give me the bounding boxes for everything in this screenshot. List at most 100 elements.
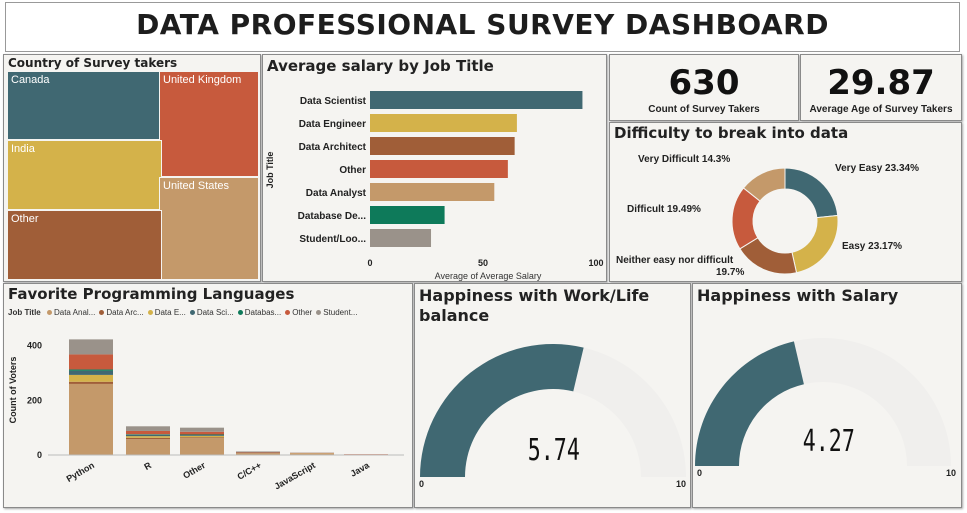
- languages-stacked-chart: Python R Other C/C++ JavaScript Java 400 200 0 Co…: [8, 339, 404, 491]
- language-bar-segment: [126, 436, 170, 438]
- language-x-label: JavaScript: [273, 460, 317, 491]
- salary-bar: [370, 183, 495, 201]
- gauge-fill: [695, 341, 804, 466]
- salary-category-label: Data Analyst: [306, 188, 367, 199]
- work-life-title: Happiness with Work/Life balance: [419, 286, 649, 326]
- kpi-age-card: 29.87 Average Age of Survey Takers: [800, 54, 962, 121]
- languages-title: Favorite Programming Languages: [8, 285, 295, 303]
- difficulty-donut-panel[interactable]: Difficulty to break into data Very Diffi…: [609, 122, 962, 282]
- country-treemap-panel[interactable]: Country of Survey takers Canada United K…: [3, 54, 261, 282]
- language-y-tick: 200: [27, 395, 42, 405]
- salary-x-tick: 0: [367, 258, 372, 268]
- salary-x-axis-label: Average of Average Salary: [435, 271, 542, 281]
- donut-slice: [791, 214, 839, 274]
- treemap-cell-canada[interactable]: Canada: [7, 71, 162, 140]
- salary-gauge-max: 10: [946, 468, 957, 478]
- salary-gauge-panel[interactable]: Happiness with Salary 4.27 0 10: [692, 283, 962, 508]
- language-bar-segment: [69, 370, 113, 375]
- language-bar-segment: [180, 437, 224, 439]
- country-treemap-title: Country of Survey takers: [8, 56, 178, 70]
- language-bar-segment: [180, 435, 224, 436]
- salary-category-label: Data Engineer: [299, 119, 366, 130]
- salary-x-tick: 100: [588, 258, 603, 268]
- salary-category-label: Other: [339, 165, 366, 176]
- donut-slice: [784, 167, 839, 219]
- kpi-count-label: Count of Survey Takers: [648, 104, 760, 115]
- donut-label-neither-pct: 19.7%: [716, 267, 745, 278]
- treemap-label: India: [11, 143, 35, 155]
- donut-label-difficult: Difficult 19.49%: [627, 204, 701, 215]
- salary-gauge-value: 4.27: [802, 424, 855, 459]
- language-bar-segment: [69, 354, 113, 370]
- donut-slice: [742, 167, 786, 202]
- language-bar-segment: [236, 453, 280, 455]
- language-x-label: Python: [65, 460, 96, 484]
- salary-x-tick: 50: [478, 258, 488, 268]
- salary-gauge-title: Happiness with Salary: [697, 286, 899, 305]
- work-life-gauge: [420, 344, 686, 477]
- language-bar-segment: [180, 434, 224, 436]
- treemap-cell-united-states[interactable]: United States: [159, 177, 259, 280]
- donut-label-very-easy: Very Easy 23.34%: [835, 163, 919, 174]
- difficulty-donut-chart: [731, 167, 839, 275]
- salary-bar: [370, 160, 508, 178]
- salary-by-job-panel[interactable]: Average salary by Job Title Data Scienti…: [262, 54, 607, 282]
- language-bar-segment: [126, 437, 170, 440]
- kpi-age-value: 29.87: [827, 63, 935, 103]
- language-bar-segment: [69, 383, 113, 455]
- legend-item[interactable]: Other: [285, 308, 312, 317]
- salary-bar-chart: Data Scientist Data Engineer Data Architec…: [265, 91, 604, 281]
- language-bar-segment: [126, 439, 170, 455]
- language-x-label: R: [142, 460, 153, 472]
- salary-bar: [370, 137, 515, 155]
- salary-y-axis-label: Job Title: [265, 152, 275, 189]
- treemap-cell-other[interactable]: Other: [7, 210, 162, 280]
- language-bar-segment: [180, 431, 224, 435]
- language-bar-segment: [69, 369, 113, 371]
- treemap-cell-united-kingdom[interactable]: United Kingdom: [159, 71, 259, 177]
- work-life-gauge-panel[interactable]: Happiness with Work/Life balance 5.74 0 …: [414, 283, 691, 508]
- dashboard-header: DATA PROFESSIONAL SURVEY DASHBOARD: [5, 2, 960, 52]
- kpi-age-label: Average Age of Survey Takers: [809, 104, 953, 115]
- kpi-count-card: 630 Count of Survey Takers: [609, 54, 799, 121]
- work-life-title-line2: balance: [419, 306, 490, 325]
- difficulty-title: Difficulty to break into data: [614, 124, 849, 142]
- donut-label-very-difficult: Very Difficult 14.3%: [638, 154, 731, 165]
- salary-gauge-min: 0: [697, 468, 703, 478]
- language-bar-segment: [69, 381, 113, 384]
- treemap-label: United Kingdom: [163, 74, 242, 86]
- language-bar-segment: [290, 453, 334, 455]
- legend-item[interactable]: Data E...: [147, 308, 186, 317]
- legend-title: Job Title: [8, 308, 41, 317]
- treemap-cell-india[interactable]: India: [7, 140, 162, 210]
- language-bar-segment: [126, 426, 170, 431]
- legend-item[interactable]: Student...: [316, 308, 357, 317]
- language-bar-segment: [236, 451, 280, 452]
- work-life-max: 10: [676, 479, 687, 489]
- legend-item[interactable]: Data Sci...: [189, 308, 234, 317]
- treemap-label: United States: [163, 180, 230, 192]
- language-bar-segment: [69, 339, 113, 355]
- donut-label-neither: Neither easy nor difficult: [616, 255, 734, 266]
- legend-item[interactable]: Data Arc...: [99, 308, 144, 317]
- languages-panel[interactable]: Favorite Programming Languages Job Title…: [3, 283, 413, 508]
- salary-bar: [370, 229, 432, 247]
- legend-item[interactable]: Data Anal...: [46, 308, 95, 317]
- salary-category-label: Student/Loo...: [299, 234, 366, 245]
- salary-bar: [370, 114, 517, 132]
- salary-category-label: Database De...: [298, 211, 367, 222]
- language-bar-segment: [180, 427, 224, 432]
- language-bar-segment: [180, 438, 224, 455]
- treemap-label: Other: [11, 213, 39, 225]
- salary-bar: [370, 91, 583, 109]
- gauge-fill: [420, 344, 584, 477]
- donut-label-easy: Easy 23.17%: [842, 241, 903, 252]
- salary-gauge: [695, 338, 951, 466]
- legend-item[interactable]: Databas...: [237, 308, 281, 317]
- language-bar-segment: [236, 451, 280, 453]
- dashboard-title: DATA PROFESSIONAL SURVEY DASHBOARD: [136, 8, 829, 41]
- work-life-title-line1: Happiness with Work/Life: [419, 286, 650, 305]
- salary-category-label: Data Architect: [299, 142, 367, 153]
- language-bar-segment: [126, 434, 170, 437]
- languages-legend: Job Title Data Anal... Data Arc... Data E.…: [8, 308, 357, 317]
